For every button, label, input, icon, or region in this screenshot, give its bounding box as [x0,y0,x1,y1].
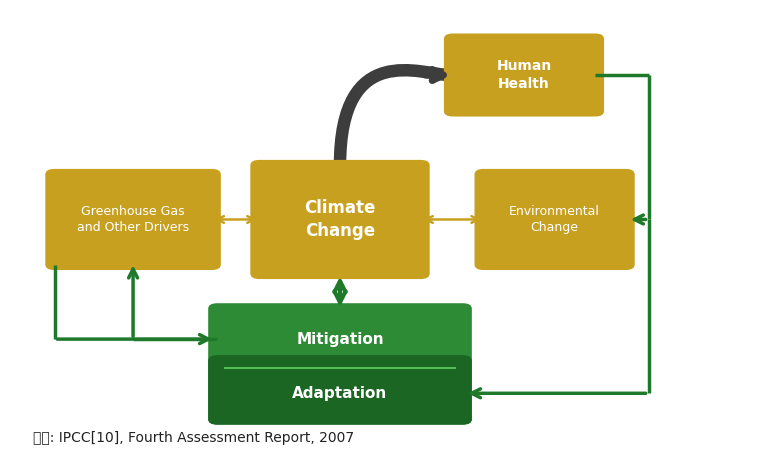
Text: Adaptation: Adaptation [293,386,388,401]
FancyBboxPatch shape [208,355,472,425]
FancyBboxPatch shape [475,169,635,270]
FancyBboxPatch shape [444,33,604,117]
Text: Greenhouse Gas
and Other Drivers: Greenhouse Gas and Other Drivers [77,205,189,234]
Text: Climate
Change: Climate Change [304,199,376,240]
Text: Mitigation: Mitigation [296,332,384,346]
Text: 자료: IPCC[10], Fourth Assessment Report, 2007: 자료: IPCC[10], Fourth Assessment Report, … [33,431,354,445]
FancyBboxPatch shape [208,303,472,425]
Text: Environmental
Change: Environmental Change [510,205,600,234]
FancyBboxPatch shape [46,169,221,270]
Text: Human
Health: Human Health [496,59,551,91]
FancyBboxPatch shape [250,160,430,279]
